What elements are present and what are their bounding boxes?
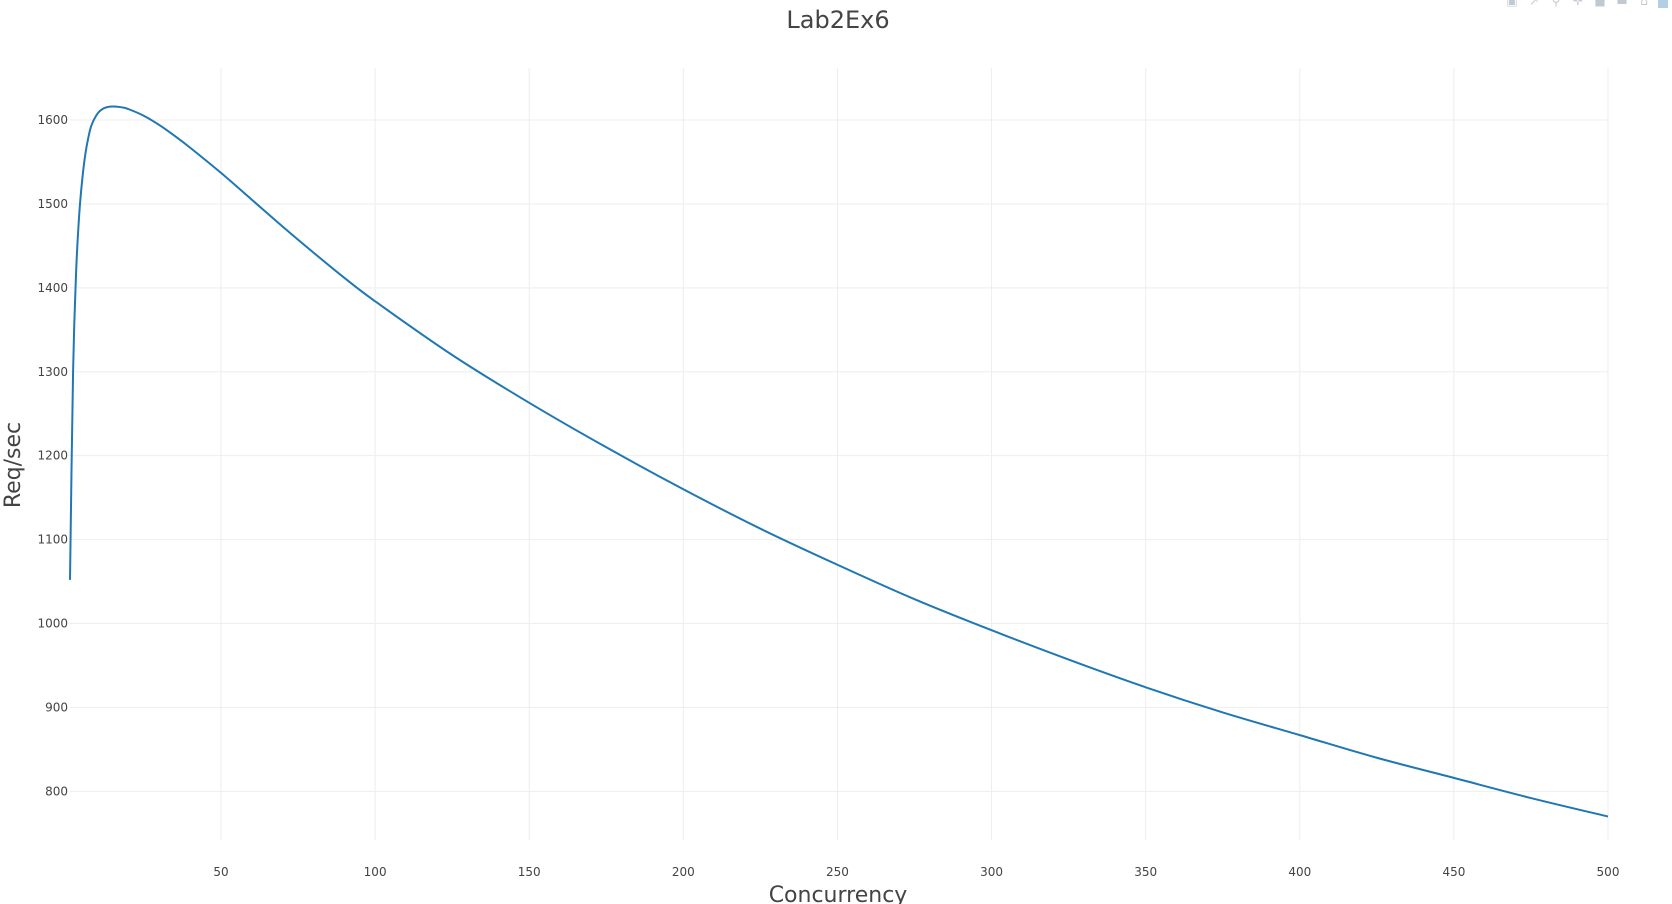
y-tick-label: 1600 xyxy=(37,113,68,127)
x-tick-label: 300 xyxy=(980,865,1003,879)
zoom-in-icon[interactable]: ■ xyxy=(1594,0,1606,8)
camera-icon[interactable]: ▣ xyxy=(1506,0,1518,8)
x-tick-label: 450 xyxy=(1442,865,1465,879)
series-layer xyxy=(69,105,1609,818)
modebar: ▣ ↗ ⚲ ✛ ■ ▬ ⌂ xyxy=(1504,0,1668,8)
y-axis-ticks: 800 900 1000 1100 1200 1300 1400 1500 1600 xyxy=(37,113,68,798)
x-tick-label: 200 xyxy=(672,865,695,879)
plotly-logo[interactable] xyxy=(1658,0,1668,8)
y-axis-label: Req/sec xyxy=(1,422,26,508)
x-tick-label: 400 xyxy=(1288,865,1311,879)
x-tick-label: 500 xyxy=(1597,865,1620,879)
y-tick-label: 1500 xyxy=(37,197,68,211)
edit-icon[interactable]: ↗ xyxy=(1528,0,1540,8)
series-line-0 xyxy=(69,105,1609,818)
grid xyxy=(70,68,1609,840)
y-tick-label: 800 xyxy=(45,784,68,798)
x-tick-label: 50 xyxy=(213,865,228,879)
y-tick-label: 1400 xyxy=(37,281,68,295)
x-tick-label: 100 xyxy=(364,865,387,879)
y-tick-label: 900 xyxy=(45,700,68,714)
pan-icon[interactable]: ✛ xyxy=(1572,0,1584,8)
x-axis-ticks: 50 100 150 200 250 300 350 400 450 500 xyxy=(213,865,1619,879)
y-tick-label: 1100 xyxy=(37,533,68,547)
x-tick-label: 350 xyxy=(1134,865,1157,879)
y-tick-label: 1000 xyxy=(37,617,68,631)
x-axis-label: Concurrency xyxy=(769,883,908,904)
x-tick-label: 250 xyxy=(826,865,849,879)
home-icon[interactable]: ⌂ xyxy=(1640,0,1648,8)
zoom-icon[interactable]: ⚲ xyxy=(1551,0,1561,8)
chart-title: Lab2Ex6 xyxy=(786,6,889,34)
y-tick-label: 1300 xyxy=(37,365,68,379)
x-tick-label: 150 xyxy=(518,865,541,879)
zoom-out-icon[interactable]: ▬ xyxy=(1616,0,1628,8)
y-tick-label: 1200 xyxy=(37,449,68,463)
